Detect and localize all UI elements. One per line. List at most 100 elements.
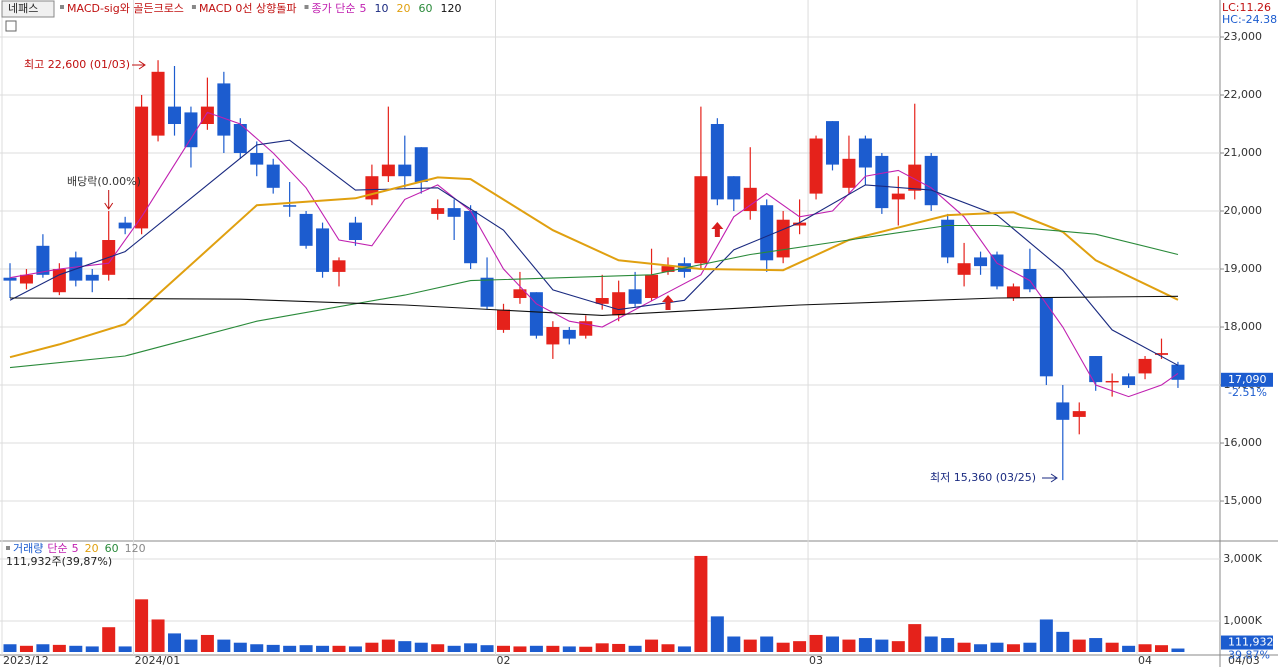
volume-bar — [513, 646, 527, 652]
volume-bar — [595, 643, 609, 652]
volume-bar — [908, 624, 922, 652]
annotation: 최고 22,600 (01/03) — [24, 58, 130, 71]
volume-bar — [381, 639, 395, 652]
ma-line — [9, 295, 1179, 316]
ma-line — [9, 176, 1179, 359]
chart-title: 네패스 — [8, 2, 38, 15]
volume-bar — [743, 639, 757, 652]
legend-label: MACD-sig와 골든크로스 — [67, 2, 184, 15]
volume-bar — [3, 644, 17, 652]
volume-bar — [168, 633, 181, 652]
annotation: 배당락(0.00%) — [67, 175, 141, 188]
grid-icon — [5, 20, 17, 32]
candle-body — [562, 329, 576, 339]
candle-body — [464, 211, 478, 264]
signal-arrow — [662, 295, 674, 310]
volume-bar — [1056, 631, 1070, 652]
candle-body — [447, 208, 461, 217]
volume-bar — [332, 645, 346, 652]
volume-bar — [414, 642, 428, 652]
candle-body — [891, 193, 905, 200]
volume-bar — [19, 645, 33, 652]
volume-bar — [1171, 648, 1185, 652]
volume-bar — [628, 645, 642, 652]
volume-bar — [661, 644, 675, 652]
x-tick-label: 2023/12 — [3, 654, 49, 667]
candle-body — [776, 219, 790, 258]
candle-body — [316, 228, 330, 272]
candle-body — [1056, 402, 1070, 420]
hc-label: HC:-24.38 — [1222, 13, 1277, 26]
candle-body — [118, 222, 132, 229]
volume-bar — [266, 644, 280, 652]
annotation-arrow — [132, 60, 146, 70]
candle-body — [85, 274, 99, 281]
candle-body — [957, 263, 971, 275]
candle-body — [1138, 358, 1152, 374]
volume-bar — [497, 645, 510, 652]
volume-tick-label: 1,000K — [1223, 614, 1262, 627]
volume-bar — [924, 636, 938, 652]
candle-body — [1171, 364, 1185, 380]
candle-body — [217, 83, 231, 136]
volume-bar — [135, 599, 149, 652]
legend-label: 20 — [397, 2, 411, 15]
volume-bar — [36, 644, 50, 652]
volume-bar — [250, 644, 264, 652]
y-tick-label: 23,000 — [1224, 30, 1263, 43]
candle-body — [233, 124, 247, 154]
annotation: 최저 15,360 (03/25) — [930, 471, 1036, 484]
candle-body — [546, 327, 560, 345]
candle-body — [645, 274, 659, 299]
candle-body — [135, 106, 149, 229]
candle-body — [151, 71, 165, 136]
legend-label: 120 — [125, 542, 146, 555]
legend-marker — [304, 5, 309, 9]
volume-bar — [85, 646, 99, 652]
volume-bar — [118, 646, 132, 652]
volume-bar — [365, 642, 379, 652]
candle-body — [694, 176, 708, 264]
candle-body — [381, 164, 395, 177]
candle-body — [52, 269, 66, 293]
volume-bar — [1138, 644, 1152, 652]
candle-body — [727, 176, 741, 200]
volume-ratio-label: 39.87% — [1228, 649, 1270, 662]
volume-bar — [579, 646, 593, 652]
volume-bar — [1105, 642, 1119, 652]
volume-bar — [694, 555, 708, 652]
legend-label: 10 — [375, 2, 389, 15]
volume-bar — [151, 619, 165, 652]
volume-bar — [480, 645, 494, 652]
volume-bar — [52, 644, 66, 652]
volume-bar — [842, 639, 856, 652]
volume-bar — [233, 642, 247, 652]
candle-body — [793, 222, 807, 226]
volume-bar — [184, 639, 198, 652]
candle-body — [250, 153, 264, 165]
candle-body — [19, 274, 33, 284]
candle-body — [842, 158, 856, 188]
candle-body — [299, 213, 313, 246]
volume-bar — [348, 646, 362, 652]
volume-bar — [612, 643, 626, 652]
volume-bar — [1089, 638, 1103, 652]
candle-body — [184, 112, 198, 148]
volume-bar — [710, 616, 724, 652]
legend-label: 60 — [419, 2, 433, 15]
volume-bar — [1122, 645, 1136, 652]
x-tick-label: 02 — [497, 654, 511, 667]
volume-bar — [760, 636, 774, 652]
candle-body — [431, 208, 445, 214]
legend-label: 120 — [441, 2, 462, 15]
ma-line — [9, 111, 1179, 398]
legend-label: MACD 0선 상향돌파 — [199, 2, 297, 15]
y-tick-label: 21,000 — [1224, 146, 1263, 159]
legend-label: 종가 단순 — [312, 2, 356, 15]
candle-body — [974, 257, 988, 267]
candle-body — [1105, 380, 1119, 383]
volume-bar — [891, 641, 905, 652]
candle-body — [497, 309, 510, 330]
